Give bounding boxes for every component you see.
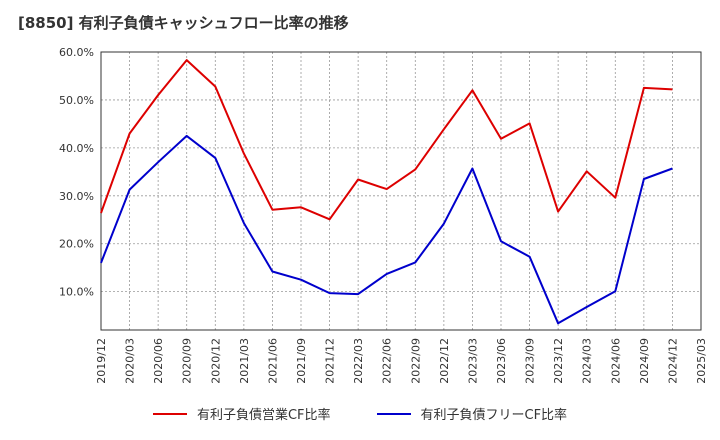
y-tick-label: 60.0%: [59, 46, 94, 59]
x-tick-label: 2023/09: [524, 338, 537, 384]
x-tick-label: 2024/09: [638, 338, 651, 384]
plot-border: [100, 51, 702, 331]
plot-background: [101, 52, 701, 330]
y-tick-label: 20.0%: [59, 238, 94, 251]
x-tick-label: 2023/06: [495, 338, 508, 384]
legend: 有利子負債営業CF比率 有利子負債フリーCF比率: [0, 404, 720, 423]
x-tick-label: 2023/12: [552, 338, 565, 384]
legend-item-free-cf: 有利子負債フリーCF比率: [376, 404, 568, 423]
x-tick-label: 2024/12: [666, 338, 679, 384]
x-tick-label: 2020/06: [152, 338, 165, 384]
x-tick-label: 2021/03: [238, 338, 251, 384]
x-tick-label: 2020/12: [209, 338, 222, 384]
x-tick-label: 2019/12: [95, 338, 108, 384]
x-tick-label: 2020/03: [124, 338, 137, 384]
series-line-operating-cf: [100, 59, 673, 221]
y-tick-label: 50.0%: [59, 94, 94, 107]
legend-label-operating-cf: 有利子負債営業CF比率: [196, 408, 331, 423]
legend-swatch-free-cf: [376, 412, 411, 415]
x-tick-label: 2024/03: [581, 338, 594, 384]
x-tick-label: 2021/12: [324, 338, 337, 384]
legend-swatch-operating-cf: [152, 412, 187, 415]
y-tick-label: 30.0%: [59, 190, 94, 203]
chart-title: [8850] 有利子負債キャッシュフロー比率の推移: [18, 14, 349, 32]
x-tick-label: 2022/06: [381, 338, 394, 384]
x-tick-label: 2022/09: [409, 338, 422, 384]
legend-label-free-cf: 有利子負債フリーCF比率: [420, 408, 568, 423]
y-tick-label: 40.0%: [59, 142, 94, 155]
x-tick-label: 2024/06: [609, 338, 622, 384]
x-tick-label: 2022/12: [438, 338, 451, 384]
x-tick-label: 2020/09: [181, 338, 194, 384]
x-tick-label: 2022/03: [352, 338, 365, 384]
series-line-free-cf: [100, 134, 673, 325]
legend-item-operating-cf: 有利子負債営業CF比率: [152, 404, 331, 423]
x-tick-label: 2021/06: [266, 338, 279, 384]
x-tick-label: 2023/03: [466, 338, 479, 384]
y-tick-label: 10.0%: [59, 286, 94, 299]
x-tick-label: 2021/09: [295, 338, 308, 384]
x-tick-label: 2025/03: [695, 338, 708, 384]
